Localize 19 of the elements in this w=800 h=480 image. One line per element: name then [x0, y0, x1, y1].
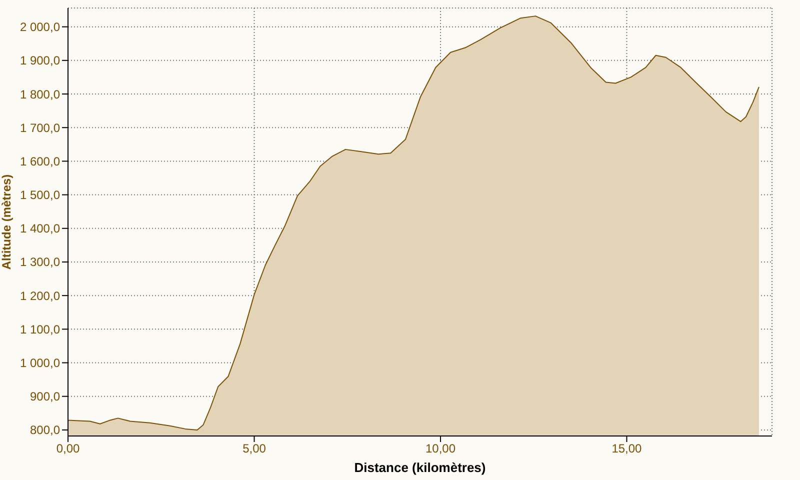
y-tick-label: 1 700,0: [20, 120, 60, 135]
y-tick-label: 800,0: [30, 423, 60, 438]
y-tick-label: 1 800,0: [20, 87, 60, 102]
x-tick-label: 0,00: [56, 442, 80, 456]
x-axis-title: Distance (kilomètres): [354, 460, 486, 475]
y-tick-label: 1 300,0: [20, 255, 60, 270]
y-tick-label: 1 200,0: [20, 288, 60, 303]
x-tick-label: 10,00: [425, 442, 456, 456]
y-tick-label: 1 900,0: [20, 54, 60, 68]
y-axis-title: Altitude (mètres): [0, 174, 14, 270]
y-tick-label: 1 000,0: [20, 356, 60, 370]
y-tick-label: 900,0: [30, 390, 60, 404]
y-tick-label: 1 100,0: [20, 322, 60, 336]
y-tick-label: 1 500,0: [20, 188, 60, 202]
y-tick-label: 1 600,0: [20, 154, 60, 168]
x-tick-label: 15,00: [612, 442, 642, 456]
y-tick-label: 2 000,0: [20, 20, 60, 34]
x-tick-label: 5,00: [242, 442, 266, 456]
y-tick-label: 1 400,0: [20, 222, 60, 236]
